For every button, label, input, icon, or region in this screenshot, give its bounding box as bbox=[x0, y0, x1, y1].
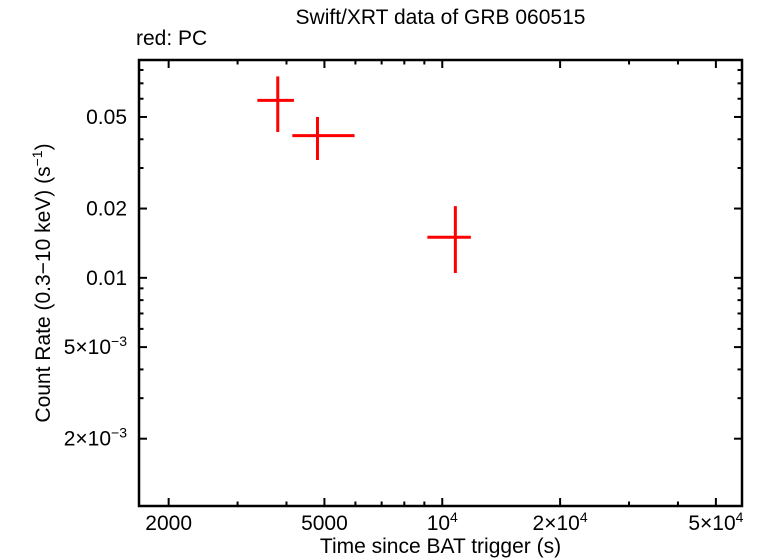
x-tick-label: 104 bbox=[427, 509, 458, 535]
chart-title: Swift/XRT data of GRB 060515 bbox=[295, 6, 586, 29]
x-tick-label: 2000 bbox=[145, 512, 192, 535]
y-tick-label: 5×10−3 bbox=[64, 333, 127, 359]
y-axis-title: Count Rate (0.3−10 keV) (s−1) bbox=[29, 143, 55, 422]
plot-frame bbox=[137, 58, 744, 508]
y-tick-label: 0.05 bbox=[86, 106, 127, 129]
x-tick-label: 5000 bbox=[301, 512, 348, 535]
x-tick-label: 5×104 bbox=[688, 509, 743, 535]
y-tick-label: 0.02 bbox=[86, 198, 127, 221]
x-axis-title: Time since BAT trigger (s) bbox=[320, 535, 561, 558]
y-tick-label: 2×10−3 bbox=[64, 425, 127, 451]
y-tick-label: 0.01 bbox=[86, 267, 127, 290]
mode-label: red: PC bbox=[136, 27, 208, 50]
x-tick-label: 2×104 bbox=[533, 509, 588, 535]
